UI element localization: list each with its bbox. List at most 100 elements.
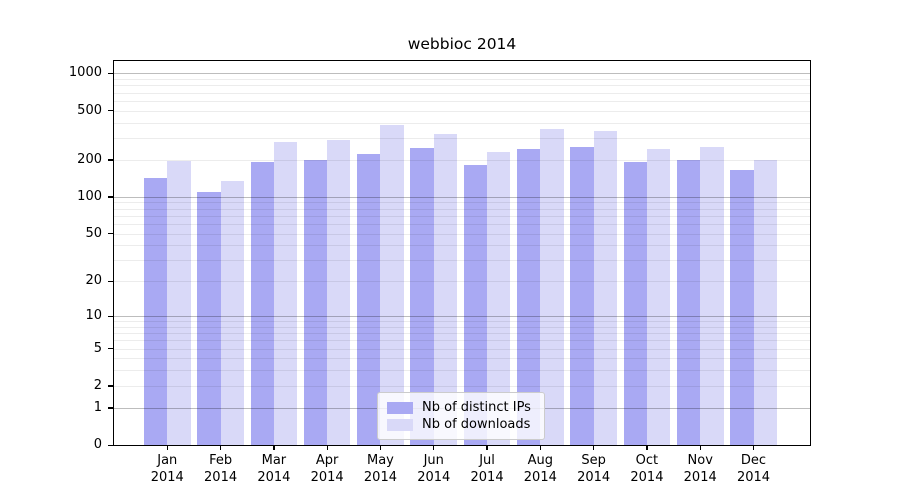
y-tick <box>108 348 114 350</box>
x-tick <box>273 445 275 450</box>
y-tick <box>108 407 114 409</box>
x-tick-month: Dec <box>740 453 767 468</box>
gridline-major <box>114 73 810 75</box>
y-tick <box>108 444 114 446</box>
gridline-minor <box>114 370 810 372</box>
y-tick <box>108 315 114 317</box>
x-tick-year: 2014 <box>417 470 451 485</box>
gridline-minor <box>114 333 810 335</box>
gridline-minor <box>114 159 810 161</box>
gridline-minor <box>114 208 810 210</box>
gridline-minor <box>114 385 810 387</box>
bar-mar-downloads <box>273 141 298 445</box>
gridline-minor <box>114 340 810 342</box>
x-tick <box>699 445 701 450</box>
y-tick <box>108 110 114 112</box>
x-tick <box>752 445 755 450</box>
x-tick <box>219 445 222 450</box>
x-tick <box>433 445 435 450</box>
x-tick-month: Sep <box>581 453 606 468</box>
bars-layer <box>114 61 810 445</box>
x-tick-label-dec: Dec 2014 <box>722 452 786 486</box>
x-tick-year: 2014 <box>523 470 557 485</box>
x-tick-label-oct: Oct 2014 <box>615 452 679 486</box>
y-tick-label: 100 <box>77 188 102 204</box>
y-tick <box>108 159 114 161</box>
gridline-major <box>114 316 810 317</box>
legend-item-distinct-ips: Nb of distinct IPs <box>387 399 536 416</box>
gridline-minor <box>114 100 810 102</box>
x-tick-year: 2014 <box>470 470 504 485</box>
gridline-major <box>114 196 810 198</box>
x-tick <box>326 445 328 450</box>
y-tick <box>108 385 114 387</box>
y-tick-label: 1000 <box>68 65 102 81</box>
x-tick-month: Apr <box>315 453 339 468</box>
x-tick <box>379 445 382 450</box>
gridline-minor <box>114 223 810 225</box>
x-tick-year: 2014 <box>257 470 291 485</box>
x-tick-month: Jul <box>479 453 495 468</box>
x-tick-month: Jun <box>423 453 444 468</box>
gridline-minor <box>114 110 810 112</box>
x-tick-month: Mar <box>261 453 287 468</box>
gridline-minor <box>114 233 810 235</box>
legend-swatch-distinct-ips <box>387 401 413 414</box>
x-tick-label-feb: Feb 2014 <box>189 452 253 486</box>
x-tick-label-aug: Aug 2014 <box>508 452 572 486</box>
x-tick-month: May <box>367 453 394 468</box>
bar-feb-ips <box>197 191 221 445</box>
bar-oct-ips <box>623 162 647 445</box>
x-tick <box>166 445 168 450</box>
x-tick-month: Jan <box>157 453 178 468</box>
gridline-minor <box>114 138 810 139</box>
chart-title: webbioc 2014 <box>407 35 517 53</box>
gridline-minor <box>114 321 810 323</box>
x-tick-month: Feb <box>209 453 233 468</box>
bar-jan-ips <box>143 177 168 445</box>
y-tick-label: 5 <box>93 340 102 356</box>
axis-layer: 0 1 2 5 10 20 50 100 200 500 1000 Jan 2014 Feb 2014 Mar… <box>69 61 810 485</box>
y-tick-label: 10 <box>85 308 102 324</box>
bar-aug-downloads <box>540 129 564 445</box>
y-tick-label: 500 <box>77 102 102 118</box>
x-tick-label-mar: Mar 2014 <box>242 452 306 486</box>
gridline-minor <box>114 348 810 350</box>
bar-nov-downloads <box>700 147 724 445</box>
bar-feb-downloads <box>220 181 244 445</box>
bar-apr-downloads <box>327 139 351 445</box>
gridline-minor <box>114 122 810 124</box>
grid-layer <box>114 61 810 445</box>
bar-jun-ips <box>410 148 434 445</box>
y-tick-label: 200 <box>77 151 102 167</box>
y-tick <box>108 72 114 75</box>
gridline-minor <box>114 215 810 217</box>
x-tick <box>486 445 488 450</box>
legend-item-downloads: Nb of downloads <box>387 416 536 433</box>
x-tick-month: Aug <box>527 453 554 468</box>
x-tick-label-jan: Jan 2014 <box>135 452 199 486</box>
bar-jul-ips <box>463 165 488 445</box>
legend-label: Nb of distinct IPs <box>422 400 531 415</box>
x-tick-year: 2014 <box>577 470 611 485</box>
bar-sep-downloads <box>593 131 617 445</box>
y-tick <box>108 233 114 235</box>
gridline-minor <box>114 326 810 328</box>
bar-mar-ips <box>250 162 274 445</box>
x-tick-year: 2014 <box>310 470 344 485</box>
bar-oct-downloads <box>646 149 671 445</box>
plot-area: 0 1 2 5 10 20 50 100 200 500 1000 Jan 2014 Feb 2014 Mar… <box>69 60 811 485</box>
gridline-minor <box>114 92 810 94</box>
x-tick <box>646 445 648 450</box>
x-tick-label-may: May 2014 <box>348 452 412 486</box>
bar-jun-downloads <box>433 133 458 445</box>
x-tick-label-jun: Jun 2014 <box>402 452 466 486</box>
gridline-minor <box>114 281 810 283</box>
x-tick-month: Oct <box>635 453 659 468</box>
legend-swatch-downloads <box>387 418 413 431</box>
legend: Nb of distinct IPs Nb of downloads <box>377 392 545 440</box>
bar-aug-ips <box>517 149 541 445</box>
x-tick-year: 2014 <box>150 470 184 485</box>
y-tick-label: 50 <box>85 225 102 241</box>
x-tick <box>539 445 541 450</box>
